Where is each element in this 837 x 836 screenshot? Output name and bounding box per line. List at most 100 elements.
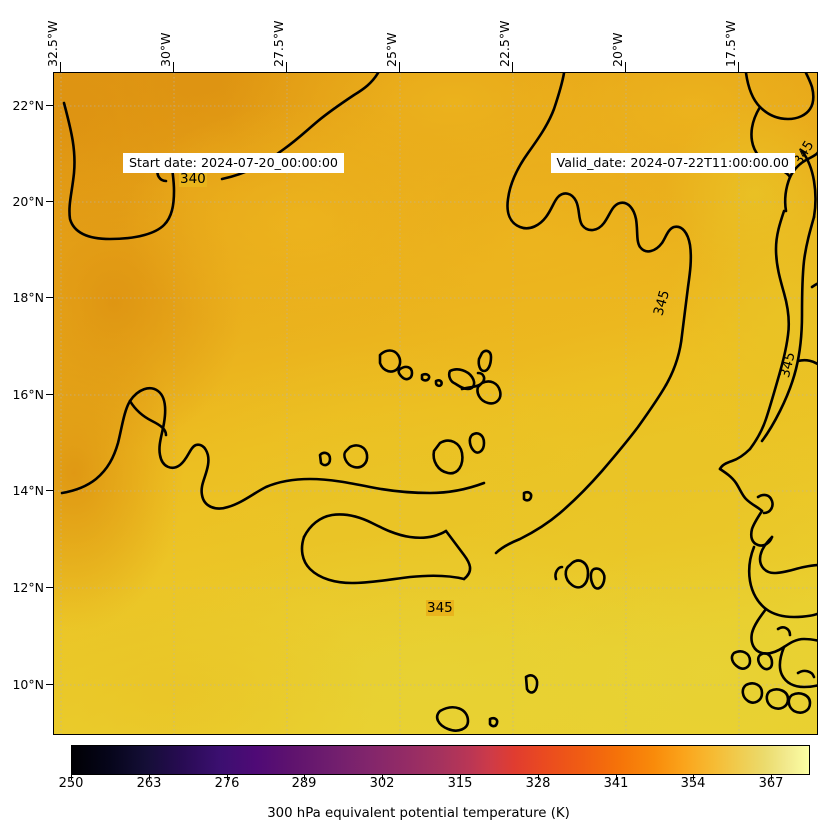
colorbar-tick-label: 302 xyxy=(369,776,395,791)
contour-345-island-6 xyxy=(476,380,502,405)
x-tick-mark xyxy=(625,62,626,72)
contour-345-coast-dot4 xyxy=(765,688,790,710)
contour-345-coast-dot1 xyxy=(730,650,752,670)
contour-345-sw-inner xyxy=(302,513,448,540)
contour-345-coast-e2 xyxy=(796,358,817,366)
colorbar-tick-mark xyxy=(227,775,228,780)
contour-345-sw-bottom xyxy=(444,529,472,581)
contour-345-coast-mid2 xyxy=(760,215,816,443)
y-tick-label: 14°N xyxy=(12,483,44,498)
contour-345-coast-n5 xyxy=(800,149,817,219)
contour-345-sw-inner2 xyxy=(300,535,466,585)
contour-345-coast-s1 xyxy=(718,467,764,513)
contour-345-dot-6 xyxy=(554,565,564,581)
contour-345-s-dot xyxy=(488,716,499,728)
contour-345-coast-s4 xyxy=(758,535,817,575)
contour-345-coast-dot3 xyxy=(741,682,764,704)
x-tick-label: 27.5°W xyxy=(271,20,286,67)
colorbar-tick-label: 263 xyxy=(136,776,162,791)
contour-345-island-9 xyxy=(343,444,369,469)
x-tick-mark xyxy=(738,62,739,72)
colorbar-tick-label: 328 xyxy=(525,776,551,791)
contour-345-island-2 xyxy=(397,365,414,381)
contour-345-main-south xyxy=(494,383,668,555)
contour-345-dot-1 xyxy=(420,372,431,382)
colorbar-tick-label: 276 xyxy=(214,776,240,791)
contour-345-dot-5 xyxy=(564,559,590,589)
y-tick-label: 10°N xyxy=(12,677,44,692)
y-tick-mark xyxy=(46,394,54,395)
x-tick-mark xyxy=(173,62,174,72)
colorbar-tick-label: 341 xyxy=(603,776,629,791)
contour-345-island-8 xyxy=(468,432,486,454)
y-tick-mark xyxy=(46,297,54,298)
y-tick-mark xyxy=(46,105,54,106)
contour-345-main xyxy=(506,73,693,387)
contour-345-s-oval1 xyxy=(435,706,470,732)
x-tick-label: 32.5°W xyxy=(45,20,60,67)
contour-345-dot-3 xyxy=(318,451,332,467)
y-tick-label: 20°N xyxy=(12,194,44,209)
y-tick-mark xyxy=(46,490,54,491)
colorbar-tick-mark xyxy=(460,775,461,780)
colorbar-tick-label: 315 xyxy=(447,776,473,791)
y-tick-label: 12°N xyxy=(12,580,44,595)
contour-345-coast-n4 xyxy=(783,175,792,213)
y-tick-label: 16°N xyxy=(12,387,44,402)
colorbar-tick-label: 367 xyxy=(758,776,784,791)
colorbar-caption: 300 hPa equivalent potential temperature… xyxy=(267,806,570,821)
valid-date-annotation: Valid_date: 2024-07-22T11:00:00.00 xyxy=(550,153,795,173)
x-tick-label: 22.5°W xyxy=(497,20,512,67)
contour-345-coast-s6 xyxy=(750,607,817,655)
x-tick-mark xyxy=(512,62,513,72)
start-date-annotation: Start date: 2024-07-20_00:00:00 xyxy=(123,153,345,173)
y-tick-mark xyxy=(46,201,54,202)
contour-345-coast-mid xyxy=(748,209,791,451)
colorbar-tick-mark xyxy=(304,775,305,780)
colorbar-tick-mark xyxy=(149,775,150,780)
colorbar-tick-mark xyxy=(771,775,772,780)
contour-345-dot-4 xyxy=(522,490,533,502)
contour-345-coast-dot5 xyxy=(787,692,812,714)
x-tick-label: 30°W xyxy=(158,32,173,67)
x-tick-mark xyxy=(60,62,61,72)
x-tick-label: 17.5°W xyxy=(723,20,738,67)
colorbar-tick-label: 354 xyxy=(680,776,706,791)
contour-345-sw-notch xyxy=(128,399,168,437)
colorbar-tick-mark xyxy=(616,775,617,780)
colorbar-tick-label: 250 xyxy=(58,776,84,791)
contour-label-340: 340 xyxy=(179,171,207,187)
y-tick-mark xyxy=(46,684,54,685)
contour-345-island-7 xyxy=(432,439,464,475)
contour-345-coast-s7 xyxy=(776,626,792,637)
colorbar-tick-mark xyxy=(382,775,383,780)
y-tick-label: 22°N xyxy=(12,98,44,113)
line-contours xyxy=(60,73,817,732)
contour-345-s-dot2 xyxy=(524,674,539,694)
colorbar-tick-mark xyxy=(71,775,72,780)
contour-label-345-south: 345 xyxy=(426,600,454,616)
contour-345-s-oval2 xyxy=(589,567,606,590)
x-tick-label: 25°W xyxy=(384,32,399,67)
x-tick-label: 20°W xyxy=(610,32,625,67)
contour-345-coast-e1 xyxy=(810,282,817,289)
contour-345-coast-sp xyxy=(718,447,752,471)
colorbar-tick-mark xyxy=(693,775,694,780)
contour-345-dot-2 xyxy=(434,379,443,388)
contour-345-island-5 xyxy=(477,349,493,373)
colorbar-tick-mark xyxy=(538,775,539,780)
contour-345-coast-dot2 xyxy=(756,652,774,671)
contour-345-nw-island xyxy=(378,349,402,373)
contour-345-sw xyxy=(60,387,486,510)
contour-345-coast-s8 xyxy=(778,645,817,689)
x-tick-mark xyxy=(399,62,400,72)
map-axes[interactable]: 340 345 345 345 345 Start date: 2024-07-… xyxy=(53,72,818,735)
colorbar-tick-label: 289 xyxy=(291,776,317,791)
y-tick-label: 18°N xyxy=(12,290,44,305)
contour-340-west xyxy=(62,101,176,241)
colorbar[interactable] xyxy=(71,745,810,775)
colorbar-gradient xyxy=(72,746,809,774)
contour-345-coast-n xyxy=(744,73,815,121)
x-tick-mark xyxy=(286,62,287,72)
